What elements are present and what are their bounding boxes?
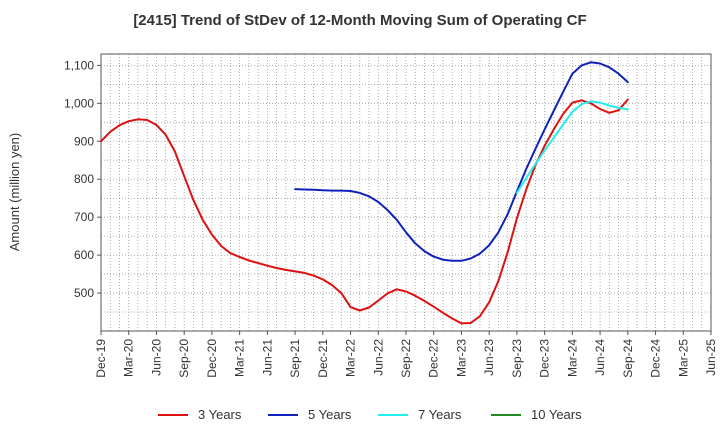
legend-label-5-years: 5 Years	[308, 407, 352, 422]
x-tick-label: Sep-24	[621, 339, 635, 378]
legend-label-3-years: 3 Years	[198, 407, 242, 422]
x-tick-label: Dec-19	[94, 339, 108, 378]
x-tick-label: Jun-25	[704, 339, 718, 376]
grid-layer	[100, 54, 712, 331]
chart-title: [2415] Trend of StDev of 12-Month Moving…	[133, 12, 587, 29]
x-tick-label: Mar-24	[565, 339, 579, 377]
y-tick-label: 600	[74, 248, 94, 262]
y-axis-label: Amount (million yen)	[7, 133, 22, 252]
x-tick-label: Dec-23	[538, 339, 552, 378]
y-tick-label: 500	[74, 286, 94, 300]
x-tick-label: Jun-24	[593, 339, 607, 376]
x-tick-label: Sep-21	[288, 339, 302, 378]
x-tick-label: Sep-22	[399, 339, 413, 378]
y-tick-label: 900	[74, 134, 94, 148]
x-tick-label: Sep-23	[510, 339, 524, 378]
x-tick-label: Dec-22	[427, 339, 441, 378]
x-tick-label: Mar-22	[344, 339, 358, 377]
y-tick-label: 800	[74, 172, 94, 186]
x-tick-label: Jun-21	[260, 339, 274, 376]
x-tick-label: Mar-21	[233, 339, 247, 377]
x-tick-label: Dec-21	[316, 339, 330, 378]
series-line-7-years	[515, 100, 629, 194]
y-tick-label: 700	[74, 210, 94, 224]
x-tick-label: Mar-20	[122, 339, 136, 377]
axis-layer: 500 600 700 800 900 1,000 1,100 Dec-19 Mar-20 Jun…	[64, 53, 718, 378]
x-tick-label: Jun-23	[482, 339, 496, 376]
x-tick-label: Sep-20	[177, 339, 191, 378]
x-tick-label: Jun-22	[371, 339, 385, 376]
legend-label-10-years: 10 Years	[531, 407, 582, 422]
x-tick-label: Mar-25	[676, 339, 690, 377]
series-layer	[100, 61, 629, 325]
x-tick-label: Mar-23	[454, 339, 468, 377]
legend-layer: 3 Years 5 Years 7 Years 10 Years	[158, 407, 582, 422]
x-tick-label: Jun-20	[149, 339, 163, 376]
y-tick-label: 1,100	[64, 58, 94, 72]
series-line-5-years	[294, 61, 629, 262]
x-tick-label: Dec-24	[649, 339, 663, 378]
x-tick-label: Dec-20	[205, 339, 219, 378]
legend-label-7-years: 7 Years	[418, 407, 462, 422]
series-line-3-years	[100, 98, 629, 325]
y-tick-label: 1,000	[64, 96, 94, 110]
